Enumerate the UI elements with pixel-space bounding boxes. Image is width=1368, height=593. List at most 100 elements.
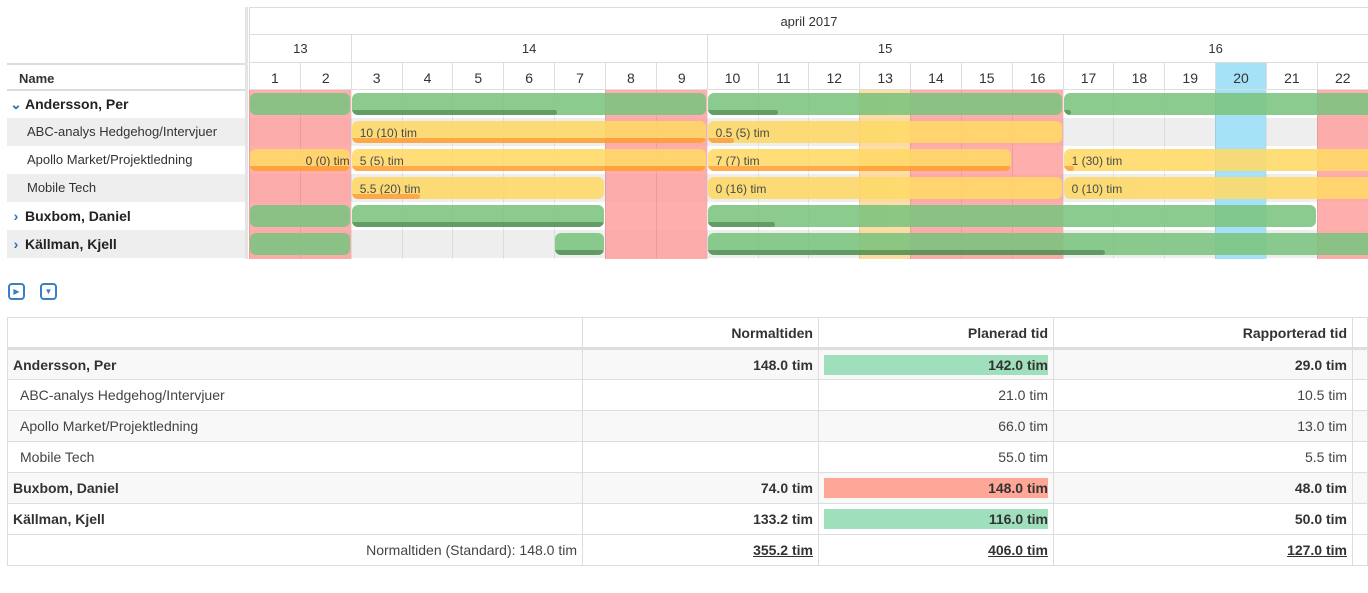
caret-down-square-icon: ▼ [44, 287, 53, 296]
day-gridline [1215, 90, 1217, 259]
summary-bar[interactable] [250, 93, 350, 115]
progress-bar [707, 110, 779, 115]
total-normal[interactable]: 355.2 tim [753, 542, 813, 558]
task-bar[interactable]: 10 (10) tim [351, 121, 706, 143]
expand-all-button[interactable]: ▶ [8, 283, 25, 300]
table-row[interactable]: Buxbom, Daniel 74.0 tim 148.0 tim 48.0 tim [7, 472, 1368, 504]
col-rapporterad[interactable]: Rapporterad tid [1053, 317, 1353, 350]
resource-row[interactable]: › Buxbom, Daniel [7, 202, 247, 230]
table-row[interactable]: Andersson, Per 148.0 tim 142.0 tim 29.0 tim [7, 348, 1368, 380]
project-row[interactable]: ABC-analys Hedgehog/Intervjuer [7, 118, 247, 146]
task-bar[interactable]: 7 (7) tim [707, 149, 1011, 171]
day-header[interactable]: 19 [1164, 63, 1216, 90]
day-header[interactable]: 21 [1266, 63, 1317, 90]
task-bar[interactable]: 5 (5) tim [351, 149, 706, 171]
day-gridline [960, 90, 962, 259]
row-label: Källman, Kjell [25, 236, 117, 252]
bar-label: 10 (10) tim [359, 126, 418, 140]
col-normaltiden[interactable]: Normaltiden [582, 317, 819, 350]
day-header[interactable]: 13 [859, 63, 911, 90]
day-header[interactable]: 7 [554, 63, 605, 90]
table-row[interactable]: Mobile Tech 55.0 tim 5.5 tim [7, 441, 1368, 473]
chevron-right-icon[interactable]: › [13, 236, 19, 252]
extra-cell [1352, 503, 1368, 535]
task-bar[interactable]: 1 (30) tim [1063, 149, 1368, 171]
day-header[interactable]: 22 [1316, 63, 1368, 90]
summary-bar[interactable] [351, 93, 706, 115]
progress-bar [1063, 110, 1071, 115]
task-bar[interactable]: 0 (16) tim [707, 177, 1062, 199]
day-header[interactable]: 17 [1062, 63, 1114, 90]
resource-row[interactable]: ⌄ Andersson, Per [7, 90, 247, 118]
resource-row[interactable]: › Källman, Kjell [7, 230, 247, 258]
summary-bar[interactable] [707, 205, 1316, 227]
day-header[interactable]: 16 [1011, 63, 1063, 90]
day-header[interactable]: 14 [910, 63, 961, 90]
collapse-all-button[interactable]: ▼ [40, 283, 57, 300]
table-row[interactable]: Källman, Kjell 133.2 tim 116.0 tim 50.0 tim [7, 503, 1368, 535]
total-reported[interactable]: 127.0 tim [1287, 542, 1347, 558]
day-header[interactable]: 11 [757, 63, 809, 90]
planned-cell: 21.0 tim [818, 379, 1054, 411]
bar-label: 1 (30) tim [1071, 154, 1123, 168]
reported-cell: 29.0 tim [1053, 348, 1353, 380]
bar-label: 0 (0) tim [305, 154, 350, 168]
name-column-header[interactable]: Name [7, 63, 247, 91]
name-cell: Andersson, Per [7, 348, 583, 380]
progress-bar [1063, 166, 1075, 171]
day-header[interactable]: 18 [1113, 63, 1165, 90]
week-header: 14 [350, 35, 707, 63]
name-cell: Buxbom, Daniel [7, 472, 583, 504]
table-row[interactable]: ABC-analys Hedgehog/Intervjuer 21.0 tim 10… [7, 379, 1368, 411]
summary-bar[interactable] [250, 205, 350, 227]
day-header[interactable]: 20 [1215, 63, 1266, 90]
task-bar[interactable]: 0 (10) tim [1063, 177, 1368, 199]
gantt-chart: april 2017 13 14 15 16 1 2 3 4 5 6 7 8 9 10 11 12 13 14 15 1… [249, 7, 1368, 259]
summary-bar[interactable] [707, 233, 1368, 255]
project-row[interactable]: Mobile Tech [7, 174, 247, 202]
progress-bar [707, 250, 1106, 255]
day-header[interactable]: 5 [452, 63, 504, 90]
holiday-column [655, 90, 707, 259]
table-footer: Normaltiden (Standard): 148.0 tim 355.2 t… [7, 534, 1368, 566]
day-header[interactable]: 4 [401, 63, 453, 90]
project-row[interactable]: Apollo Market/Projektledning [7, 146, 247, 174]
week-header: 15 [706, 35, 1063, 63]
day-header[interactable]: 2 [299, 63, 351, 90]
day-header[interactable]: 15 [960, 63, 1012, 90]
reported-cell: 50.0 tim [1053, 503, 1353, 535]
progress-bar [351, 138, 706, 143]
footer-planned: 406.0 tim [818, 534, 1054, 566]
table-row[interactable]: Apollo Market/Projektledning 66.0 tim 13.0… [7, 410, 1368, 442]
summary-bar[interactable] [555, 233, 604, 255]
day-header[interactable]: 9 [655, 63, 707, 90]
splitter[interactable] [245, 7, 248, 259]
day-header[interactable]: 10 [706, 63, 758, 90]
day-header[interactable]: 6 [503, 63, 555, 90]
col-planerad[interactable]: Planerad tid [818, 317, 1054, 350]
day-header[interactable]: 3 [350, 63, 402, 90]
col-extra [1352, 317, 1368, 350]
summary-bar[interactable] [351, 205, 604, 227]
summary-bar[interactable] [707, 93, 1062, 115]
day-header[interactable]: 12 [808, 63, 860, 90]
chevron-right-icon[interactable]: › [13, 208, 19, 224]
summary-bar[interactable] [1063, 93, 1368, 115]
task-bar[interactable]: 5.5 (20) tim [351, 177, 604, 199]
day-header[interactable]: 8 [604, 63, 656, 90]
day-gridline [401, 90, 403, 259]
task-bar[interactable]: 0.5 (5) tim [707, 121, 1062, 143]
total-planned[interactable]: 406.0 tim [988, 542, 1048, 558]
progress-bar [707, 222, 775, 227]
row-label: Mobile Tech [27, 180, 97, 195]
summary-bar[interactable] [250, 233, 350, 255]
chevron-down-icon[interactable]: ⌄ [10, 96, 22, 112]
normal-cell [582, 410, 819, 442]
extra-cell [1352, 472, 1368, 504]
holiday-column [910, 90, 961, 259]
holiday-column [299, 90, 351, 259]
task-bar[interactable]: 0 (0) tim [250, 149, 350, 171]
day-header[interactable]: 1 [249, 63, 300, 90]
extra-cell [1352, 410, 1368, 442]
week-header: 16 [1062, 35, 1368, 63]
